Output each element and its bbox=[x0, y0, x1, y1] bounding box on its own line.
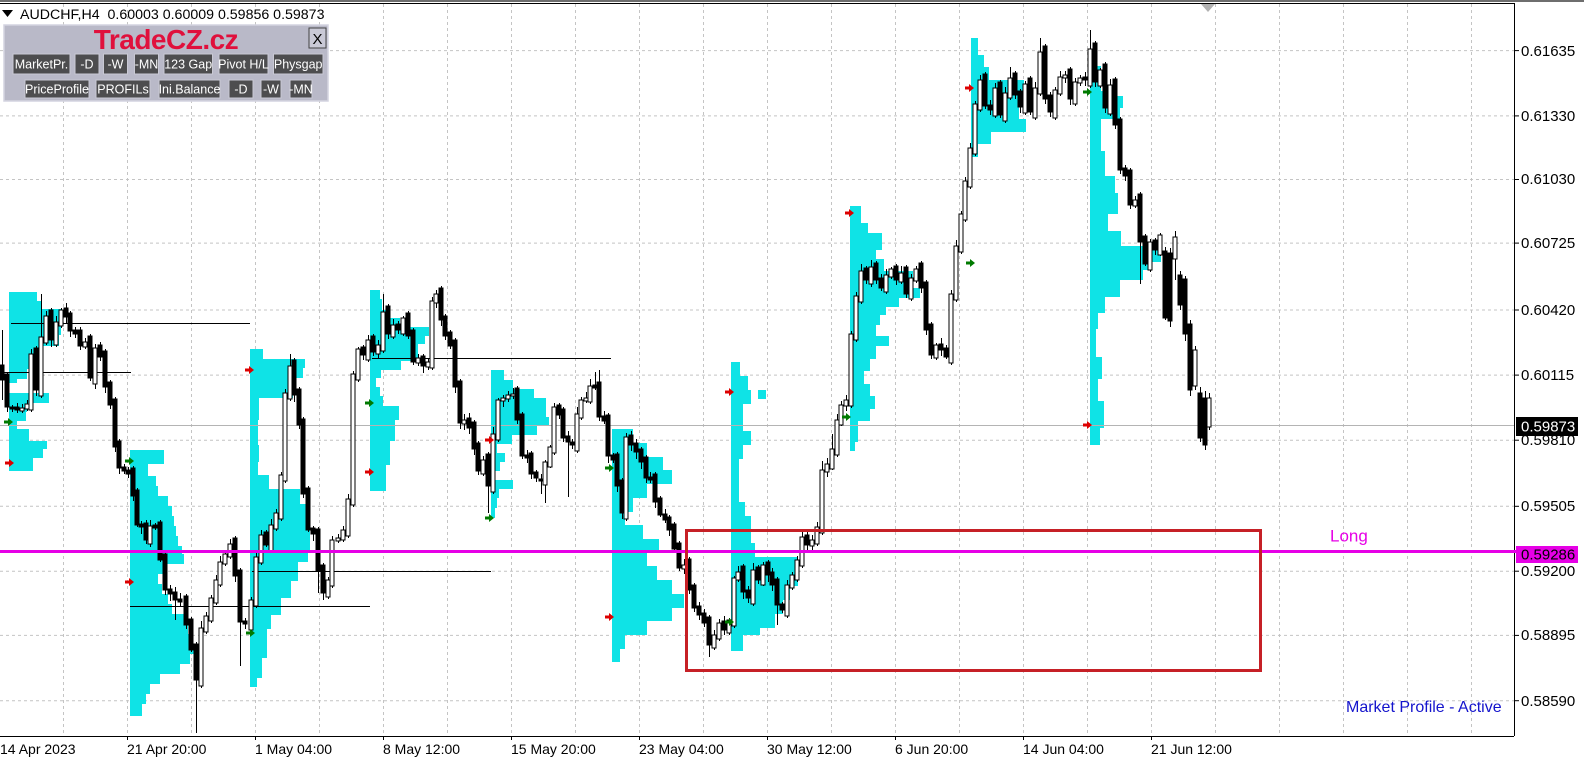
svg-text:21 Jun 12:00: 21 Jun 12:00 bbox=[1151, 741, 1232, 757]
svg-text:0.59505: 0.59505 bbox=[1521, 498, 1575, 515]
svg-text:15 May 20:00: 15 May 20:00 bbox=[511, 741, 596, 757]
svg-text:123 Gap: 123 Gap bbox=[164, 58, 212, 72]
svg-text:-W: -W bbox=[108, 58, 124, 72]
svg-text:1 May 04:00: 1 May 04:00 bbox=[255, 741, 332, 757]
svg-text:-MN: -MN bbox=[289, 83, 313, 97]
svg-text:8 May 12:00: 8 May 12:00 bbox=[383, 741, 460, 757]
svg-text:0.60115: 0.60115 bbox=[1521, 367, 1574, 384]
svg-text:Long: Long bbox=[1330, 527, 1368, 546]
svg-text:0.58590: 0.58590 bbox=[1521, 693, 1575, 710]
svg-text:TradeCZ.cz: TradeCZ.cz bbox=[94, 24, 238, 55]
svg-text:-D: -D bbox=[234, 83, 247, 97]
svg-text:X: X bbox=[312, 31, 322, 48]
svg-text:6 Jun 20:00: 6 Jun 20:00 bbox=[895, 741, 968, 757]
svg-text:14 Apr 2023: 14 Apr 2023 bbox=[0, 741, 76, 757]
svg-text:0.59873: 0.59873 bbox=[1521, 419, 1575, 436]
svg-text:0.61330: 0.61330 bbox=[1521, 108, 1575, 125]
svg-text:0.58895: 0.58895 bbox=[1521, 627, 1575, 644]
svg-text:MarketPr.: MarketPr. bbox=[15, 58, 69, 72]
svg-text:0.61030: 0.61030 bbox=[1521, 171, 1575, 188]
svg-text:PROFILs: PROFILs bbox=[97, 83, 148, 97]
svg-text:-W: -W bbox=[263, 83, 279, 97]
svg-text:Pivot H/L: Pivot H/L bbox=[218, 58, 269, 72]
svg-text:PriceProfile: PriceProfile bbox=[25, 83, 89, 97]
svg-text:-D: -D bbox=[80, 58, 93, 72]
svg-text:Market Profile - Active: Market Profile - Active bbox=[1346, 699, 1502, 716]
svg-text:21 Apr 20:00: 21 Apr 20:00 bbox=[127, 741, 207, 757]
svg-text:0.60725: 0.60725 bbox=[1521, 235, 1575, 252]
svg-text:0.59810: 0.59810 bbox=[1521, 432, 1575, 449]
svg-text:0.60420: 0.60420 bbox=[1521, 302, 1575, 319]
svg-text:14 Jun 04:00: 14 Jun 04:00 bbox=[1023, 741, 1104, 757]
svg-text:0.59286: 0.59286 bbox=[1521, 547, 1575, 564]
svg-text:23 May 04:00: 23 May 04:00 bbox=[639, 741, 724, 757]
svg-text:Ini.Balance: Ini.Balance bbox=[159, 83, 221, 97]
svg-text:-MN: -MN bbox=[135, 58, 159, 72]
svg-text:0.61635: 0.61635 bbox=[1521, 43, 1575, 60]
svg-text:Physgap: Physgap bbox=[274, 58, 323, 72]
svg-text:30 May 12:00: 30 May 12:00 bbox=[767, 741, 852, 757]
svg-text:0.59200: 0.59200 bbox=[1521, 563, 1575, 580]
svg-text:AUDCHF,H4 0.60003 0.60009 0.5: AUDCHF,H4 0.60003 0.60009 0.59856 0.5987… bbox=[20, 7, 325, 23]
